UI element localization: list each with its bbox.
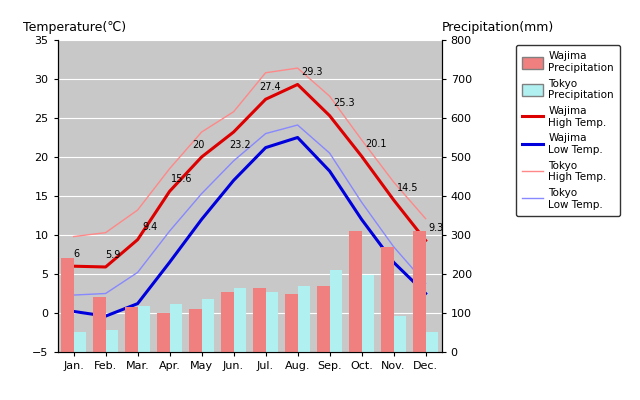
Wajima
Low Temp.: [198, 217, 205, 222]
Wajima
High Temp.: [230, 130, 237, 134]
Legend: Wajima
Precipitation, Tokyo
Precipitation, Wajima
High Temp., Wajima
Low Temp., : Wajima Precipitation, Tokyo Precipitatio…: [516, 45, 620, 216]
Line: Wajima
Low Temp.: Wajima Low Temp.: [74, 138, 426, 316]
Wajima
High Temp.: [262, 97, 269, 102]
Tokyo
High Temp.: [134, 208, 141, 212]
Text: 9.3: 9.3: [429, 223, 444, 233]
Tokyo
High Temp.: [390, 180, 397, 184]
Bar: [266, 292, 278, 352]
Tokyo
Low Temp.: [230, 158, 237, 163]
Wajima
High Temp.: [390, 198, 397, 202]
Tokyo
Low Temp.: [198, 191, 205, 196]
Text: 5.9: 5.9: [106, 250, 121, 260]
Bar: [317, 286, 330, 352]
Wajima
High Temp.: [134, 237, 141, 242]
Tokyo
Low Temp.: [134, 270, 141, 275]
Line: Tokyo
High Temp.: Tokyo High Temp.: [74, 68, 426, 236]
Tokyo
Low Temp.: [294, 123, 301, 128]
Wajima
Low Temp.: [70, 309, 77, 314]
Text: 14.5: 14.5: [397, 182, 419, 192]
Wajima
High Temp.: [102, 264, 109, 269]
Tokyo
High Temp.: [358, 138, 365, 142]
Wajima
Low Temp.: [166, 260, 173, 265]
Text: Temperature(℃): Temperature(℃): [23, 21, 126, 34]
Tokyo
High Temp.: [102, 230, 109, 235]
Bar: [189, 309, 202, 352]
Tokyo
Low Temp.: [102, 291, 109, 296]
Wajima
High Temp.: [166, 189, 173, 194]
Wajima
Low Temp.: [390, 260, 397, 265]
Tokyo
Low Temp.: [166, 229, 173, 234]
Line: Tokyo
Low Temp.: Tokyo Low Temp.: [74, 125, 426, 295]
Line: Wajima
High Temp.: Wajima High Temp.: [74, 84, 426, 267]
Bar: [330, 270, 342, 352]
Text: 29.3: 29.3: [301, 67, 323, 77]
Wajima
Low Temp.: [102, 314, 109, 318]
Tokyo
High Temp.: [262, 70, 269, 75]
Bar: [362, 275, 374, 352]
Bar: [234, 288, 246, 352]
Wajima
High Temp.: [358, 154, 365, 159]
Wajima
Low Temp.: [294, 135, 301, 140]
Tokyo
High Temp.: [326, 94, 333, 98]
Text: 23.2: 23.2: [229, 140, 250, 150]
Bar: [74, 332, 86, 352]
Bar: [170, 304, 182, 352]
Bar: [61, 258, 74, 352]
Wajima
Low Temp.: [262, 145, 269, 150]
Tokyo
Low Temp.: [326, 151, 333, 156]
Bar: [298, 286, 310, 352]
Bar: [285, 294, 298, 352]
Bar: [157, 313, 170, 352]
Tokyo
High Temp.: [70, 234, 77, 239]
Text: Precipitation(mm): Precipitation(mm): [442, 21, 554, 34]
Wajima
Low Temp.: [358, 217, 365, 222]
Tokyo
Low Temp.: [422, 281, 429, 286]
Bar: [138, 306, 150, 352]
Wajima
High Temp.: [422, 238, 429, 243]
Wajima
Low Temp.: [134, 301, 141, 306]
Tokyo
High Temp.: [422, 216, 429, 221]
Text: 6: 6: [74, 249, 80, 259]
Text: 27.4: 27.4: [259, 82, 281, 92]
Tokyo
Low Temp.: [358, 200, 365, 205]
Wajima
Low Temp.: [230, 178, 237, 183]
Bar: [221, 292, 234, 352]
Text: 9.4: 9.4: [142, 222, 157, 232]
Wajima
High Temp.: [198, 154, 205, 159]
Wajima
Low Temp.: [422, 291, 429, 296]
Tokyo
High Temp.: [166, 166, 173, 171]
Wajima
High Temp.: [326, 113, 333, 118]
Text: 20.1: 20.1: [365, 139, 387, 149]
Text: 15.6: 15.6: [172, 174, 193, 184]
Tokyo
Low Temp.: [70, 293, 77, 298]
Wajima
Low Temp.: [326, 169, 333, 174]
Text: 20: 20: [192, 140, 204, 150]
Wajima
High Temp.: [294, 82, 301, 87]
Bar: [253, 288, 266, 352]
Bar: [93, 298, 106, 352]
Text: 25.3: 25.3: [333, 98, 355, 108]
Bar: [349, 231, 362, 352]
Bar: [125, 307, 138, 352]
Bar: [426, 332, 438, 352]
Wajima
High Temp.: [70, 264, 77, 269]
Tokyo
Low Temp.: [262, 131, 269, 136]
Tokyo
Low Temp.: [390, 244, 397, 249]
Bar: [413, 231, 426, 352]
Bar: [106, 330, 118, 352]
Tokyo
High Temp.: [294, 66, 301, 70]
Bar: [381, 247, 394, 352]
Bar: [394, 316, 406, 352]
Tokyo
High Temp.: [230, 109, 237, 114]
Tokyo
High Temp.: [198, 130, 205, 134]
Bar: [202, 298, 214, 352]
